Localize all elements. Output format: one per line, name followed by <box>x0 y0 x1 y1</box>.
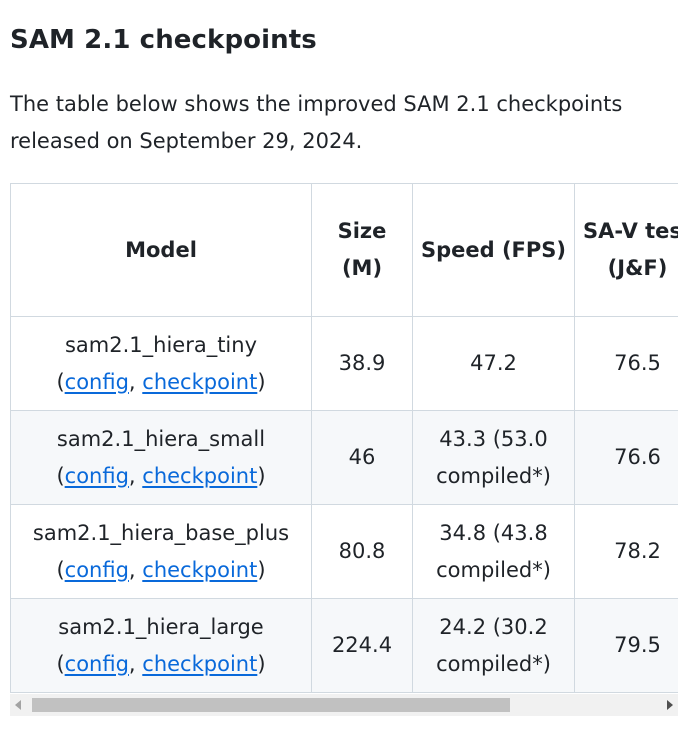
size-cell: 224.4 <box>311 598 413 693</box>
table-header-row: Model Size (M) Speed (FPS) SA-V test (J&… <box>10 183 678 317</box>
config-link[interactable]: config <box>64 651 129 676</box>
scrollbar-thumb[interactable] <box>32 698 510 712</box>
size-cell: 38.9 <box>311 316 413 411</box>
speed-cell: 34.8 (43.8 compiled*) <box>412 504 575 599</box>
checkpoint-link[interactable]: checkpoint <box>142 557 258 582</box>
checkpoints-table: Model Size (M) Speed (FPS) SA-V test (J&… <box>10 183 678 693</box>
speed-cell: 24.2 (30.2 compiled*) <box>412 598 575 693</box>
scroll-right-arrow-icon[interactable] <box>667 700 673 710</box>
table-row: sam2.1_hiera_small (config, checkpoint) 4… <box>10 410 678 505</box>
header-sav: SA-V test (J&F) <box>574 183 678 317</box>
config-link[interactable]: config <box>64 369 129 394</box>
table-row: sam2.1_hiera_tiny (config, checkpoint) 38… <box>10 316 678 411</box>
model-name: sam2.1_hiera_small <box>56 426 266 451</box>
section-heading: SAM 2.1 checkpoints <box>10 25 317 55</box>
model-cell: sam2.1_hiera_tiny (config, checkpoint) <box>10 316 312 411</box>
sav-cell: 78.2 <box>574 504 678 599</box>
header-speed: Speed (FPS) <box>412 183 575 317</box>
speed-cell: 47.2 <box>412 316 575 411</box>
model-name: sam2.1_hiera_base_plus <box>32 520 290 545</box>
checkpoint-link[interactable]: checkpoint <box>142 651 258 676</box>
scroll-left-arrow-icon[interactable] <box>15 700 21 710</box>
config-link[interactable]: config <box>64 463 129 488</box>
model-cell: sam2.1_hiera_large (config, checkpoint) <box>10 598 312 693</box>
model-name: sam2.1_hiera_large <box>58 614 264 639</box>
model-name: sam2.1_hiera_tiny <box>64 332 258 357</box>
table-row: sam2.1_hiera_large (config, checkpoint) 2… <box>10 598 678 693</box>
header-model: Model <box>10 183 312 317</box>
intro-paragraph: The table below shows the improved SAM 2… <box>10 92 623 153</box>
sav-cell: 79.5 <box>574 598 678 693</box>
size-cell: 80.8 <box>311 504 413 599</box>
header-size: Size (M) <box>311 183 413 317</box>
size-cell: 46 <box>311 410 413 505</box>
table-row: sam2.1_hiera_base_plus (config, checkpoin… <box>10 504 678 599</box>
checkpoint-link[interactable]: checkpoint <box>142 369 258 394</box>
speed-cell: 43.3 (53.0 compiled*) <box>412 410 575 505</box>
config-link[interactable]: config <box>64 557 129 582</box>
checkpoint-link[interactable]: checkpoint <box>142 463 258 488</box>
horizontal-scrollbar[interactable] <box>10 694 678 716</box>
sav-cell: 76.6 <box>574 410 678 505</box>
model-cell: sam2.1_hiera_small (config, checkpoint) <box>10 410 312 505</box>
table-scroll-container[interactable]: Model Size (M) Speed (FPS) SA-V test (J&… <box>10 183 678 717</box>
sav-cell: 76.5 <box>574 316 678 411</box>
model-cell: sam2.1_hiera_base_plus (config, checkpoin… <box>10 504 312 599</box>
